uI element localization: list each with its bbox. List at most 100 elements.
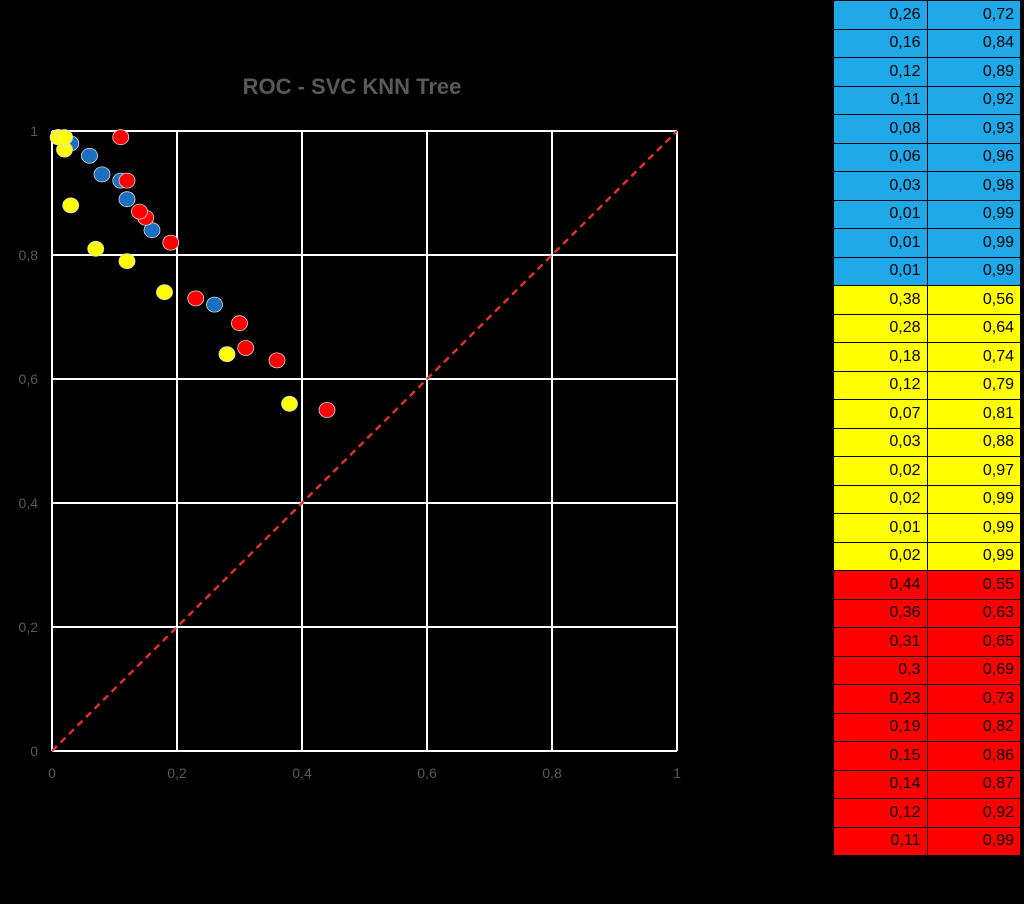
tpr-cell: 0,73 bbox=[926, 684, 1021, 714]
fpr-cell: 0,03 bbox=[833, 171, 928, 201]
tpr-cell: 0,97 bbox=[926, 456, 1021, 486]
table-row: 0,01 0,99 bbox=[833, 513, 1021, 543]
fpr-cell: 0,36 bbox=[833, 598, 928, 628]
table-row: 0,38 0,56 bbox=[833, 285, 1021, 315]
tpr-cell: 0,98 bbox=[926, 171, 1021, 201]
data-point bbox=[112, 129, 130, 146]
y-tick-label: 0,8 bbox=[19, 247, 39, 263]
tpr-cell: 0,65 bbox=[926, 627, 1021, 657]
table-row: 0,02 0,99 bbox=[833, 484, 1021, 514]
data-point bbox=[131, 203, 148, 220]
tpr-cell: 0,99 bbox=[926, 826, 1021, 856]
table-row: 0,07 0,81 bbox=[833, 399, 1021, 429]
table-row: 0,08 0,93 bbox=[833, 114, 1021, 144]
tpr-cell: 0,99 bbox=[926, 484, 1021, 514]
table-row: 0,11 0,92 bbox=[833, 85, 1021, 115]
tpr-cell: 0,74 bbox=[926, 342, 1021, 372]
table-row: 0,26 0,72 bbox=[833, 0, 1021, 30]
x-tick-label: 0,4 bbox=[292, 765, 312, 781]
tpr-cell: 0,93 bbox=[926, 114, 1021, 144]
data-point bbox=[231, 315, 248, 332]
table-row: 0,15 0,86 bbox=[833, 741, 1021, 771]
tpr-cell: 0,99 bbox=[926, 256, 1021, 286]
data-point bbox=[187, 290, 205, 307]
tpr-cell: 0,64 bbox=[926, 313, 1021, 343]
tpr-cell: 0,96 bbox=[926, 142, 1021, 172]
fpr-cell: 0,19 bbox=[833, 712, 928, 742]
tpr-cell: 0,89 bbox=[926, 57, 1021, 87]
fpr-cell: 0,38 bbox=[833, 285, 928, 315]
x-tick-label: 0 bbox=[48, 765, 56, 781]
x-tick-label: 1 bbox=[673, 765, 681, 781]
data-point bbox=[62, 197, 80, 214]
chart-points bbox=[49, 129, 336, 418]
fpr-cell: 0,15 bbox=[833, 741, 928, 771]
fpr-cell: 0,31 bbox=[833, 627, 928, 657]
fpr-cell: 0,16 bbox=[833, 28, 928, 58]
table-row: 0,19 0,82 bbox=[833, 712, 1021, 742]
data-point bbox=[118, 253, 136, 270]
data-point bbox=[156, 284, 173, 301]
fpr-cell: 0,06 bbox=[833, 142, 928, 172]
fpr-cell: 0,11 bbox=[833, 826, 928, 856]
fpr-cell: 0,3 bbox=[833, 655, 928, 685]
tpr-cell: 0,87 bbox=[926, 769, 1021, 799]
fpr-cell: 0,28 bbox=[833, 313, 928, 343]
data-point bbox=[93, 166, 111, 183]
data-point bbox=[268, 352, 286, 369]
fpr-cell: 0,03 bbox=[833, 427, 928, 457]
table-row: 0,11 0,99 bbox=[833, 826, 1021, 856]
table-row: 0,12 0,92 bbox=[833, 798, 1021, 828]
diagonal-reference-line bbox=[51, 130, 678, 752]
data-point bbox=[87, 240, 105, 257]
tpr-cell: 0,86 bbox=[926, 741, 1021, 771]
table-row: 0,14 0,87 bbox=[833, 769, 1021, 799]
fpr-cell: 0,44 bbox=[833, 570, 928, 600]
tpr-cell: 0,82 bbox=[926, 712, 1021, 742]
data-point bbox=[56, 129, 73, 146]
table-row: 0,3 0,69 bbox=[833, 655, 1021, 685]
fpr-cell: 0,01 bbox=[833, 228, 928, 258]
tpr-cell: 0,84 bbox=[926, 28, 1021, 58]
table-row: 0,28 0,64 bbox=[833, 313, 1021, 343]
data-point bbox=[118, 191, 136, 208]
table-row: 0,12 0,79 bbox=[833, 370, 1021, 400]
data-point bbox=[162, 234, 180, 251]
tpr-cell: 0,92 bbox=[926, 798, 1021, 828]
fpr-cell: 0,12 bbox=[833, 798, 928, 828]
table-row: 0,44 0,55 bbox=[833, 570, 1021, 600]
table-row: 0,36 0,63 bbox=[833, 598, 1021, 628]
fpr-cell: 0,18 bbox=[833, 342, 928, 372]
y-tick-label: 0,4 bbox=[19, 495, 39, 511]
tpr-cell: 0,79 bbox=[926, 370, 1021, 400]
table-row: 0,06 0,96 bbox=[833, 142, 1021, 172]
y-tick-label: 0 bbox=[30, 743, 38, 759]
table-row: 0,23 0,73 bbox=[833, 684, 1021, 714]
tpr-cell: 0,69 bbox=[926, 655, 1021, 685]
table-row: 0,03 0,98 bbox=[833, 171, 1021, 201]
tpr-cell: 0,99 bbox=[926, 541, 1021, 571]
fpr-cell: 0,26 bbox=[833, 0, 928, 30]
data-point bbox=[118, 172, 136, 189]
fpr-cell: 0,08 bbox=[833, 114, 928, 144]
roc-chart: ROC - SVC KNN Tree 000,20,20,40,40,60,60… bbox=[19, 74, 682, 781]
table-row: 0,02 0,99 bbox=[833, 541, 1021, 571]
fpr-cell: 0,11 bbox=[833, 85, 928, 115]
tpr-cell: 0,99 bbox=[926, 513, 1021, 543]
fpr-cell: 0,07 bbox=[833, 399, 928, 429]
data-point bbox=[237, 340, 255, 356]
y-tick-label: 0,2 bbox=[19, 619, 39, 635]
table-row: 0,12 0,89 bbox=[833, 57, 1021, 87]
fpr-cell: 0,23 bbox=[833, 684, 928, 714]
y-tick-label: 0,6 bbox=[19, 371, 39, 387]
chart-tick-labels: 00 0,2 0,2 0,4 0,4 0,6 0,6 0,8 0,8 1 1 bbox=[19, 123, 682, 781]
fpr-cell: 0,14 bbox=[833, 769, 928, 799]
tpr-cell: 0,99 bbox=[926, 228, 1021, 258]
tpr-cell: 0,81 bbox=[926, 399, 1021, 429]
tpr-cell: 0,92 bbox=[926, 85, 1021, 115]
table-row: 0,03 0,88 bbox=[833, 427, 1021, 457]
data-table: 0,26 0,72 0,16 0,84 0,12 0,89 0,11 0,92 0,08 0,93… bbox=[833, 0, 1021, 856]
fpr-cell: 0,02 bbox=[833, 456, 928, 486]
table-row: 0,02 0,97 bbox=[833, 456, 1021, 486]
x-tick-label: 0,2 bbox=[167, 765, 187, 781]
